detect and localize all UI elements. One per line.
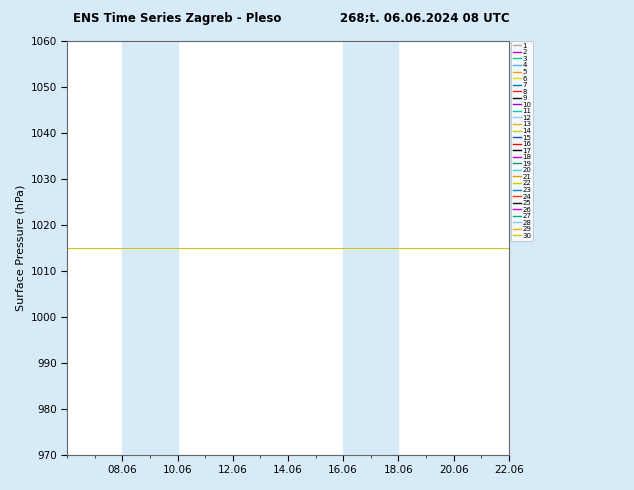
Text: ENS Time Series Zagreb - Pleso: ENS Time Series Zagreb - Pleso [74,12,281,25]
Bar [343,41,398,455]
Y-axis label: Surface Pressure (hPa): Surface Pressure (hPa) [15,185,25,311]
Text: 268;t. 06.06.2024 08 UTC: 268;t. 06.06.2024 08 UTC [340,12,510,25]
Bar [122,41,178,455]
Legend: 1, 2, 3, 4, 5, 6, 7, 8, 9, 10, 11, 12, 13, 14, 15, 16, 17, 18, 19, 20, 21, 22, 2: 1, 2, 3, 4, 5, 6, 7, 8, 9, 10, 11, 12, 1… [511,41,533,241]
